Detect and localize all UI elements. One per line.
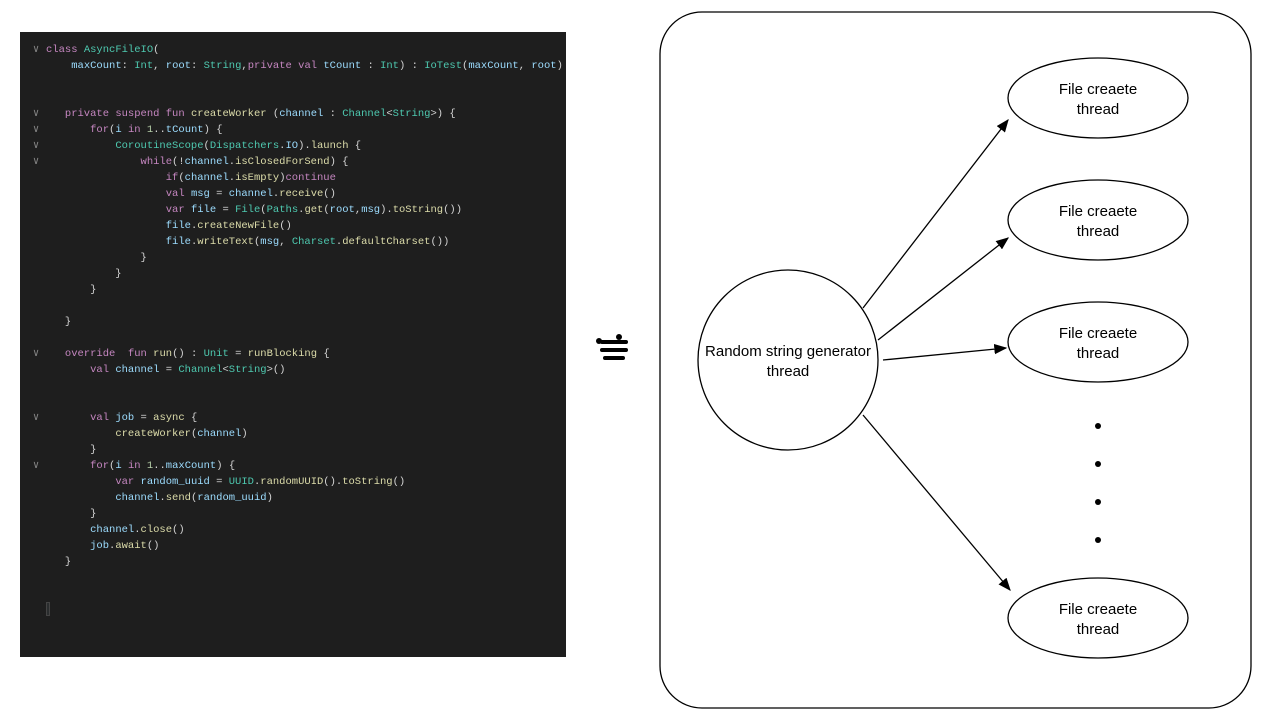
- svg-text:Random string generator: Random string generator: [705, 343, 871, 360]
- svg-text:File creaete: File creaete: [1059, 601, 1137, 618]
- svg-text:thread: thread: [1077, 223, 1120, 240]
- svg-text:thread: thread: [1077, 621, 1120, 638]
- architecture-diagram: Random string generator thread File creaet…: [658, 10, 1253, 710]
- svg-text:File creaete: File creaete: [1059, 325, 1137, 342]
- divider-icon: [600, 340, 628, 360]
- svg-text:thread: thread: [1077, 345, 1120, 362]
- svg-text:thread: thread: [767, 363, 810, 380]
- svg-text:File creaete: File creaete: [1059, 81, 1137, 98]
- svg-text:File creaete: File creaete: [1059, 203, 1137, 220]
- code-panel: ∨class AsyncFileIO( maxCount: Int, root:…: [20, 32, 566, 657]
- svg-text:thread: thread: [1077, 101, 1120, 118]
- code-content: ∨class AsyncFileIO( maxCount: Int, root:…: [20, 32, 566, 626]
